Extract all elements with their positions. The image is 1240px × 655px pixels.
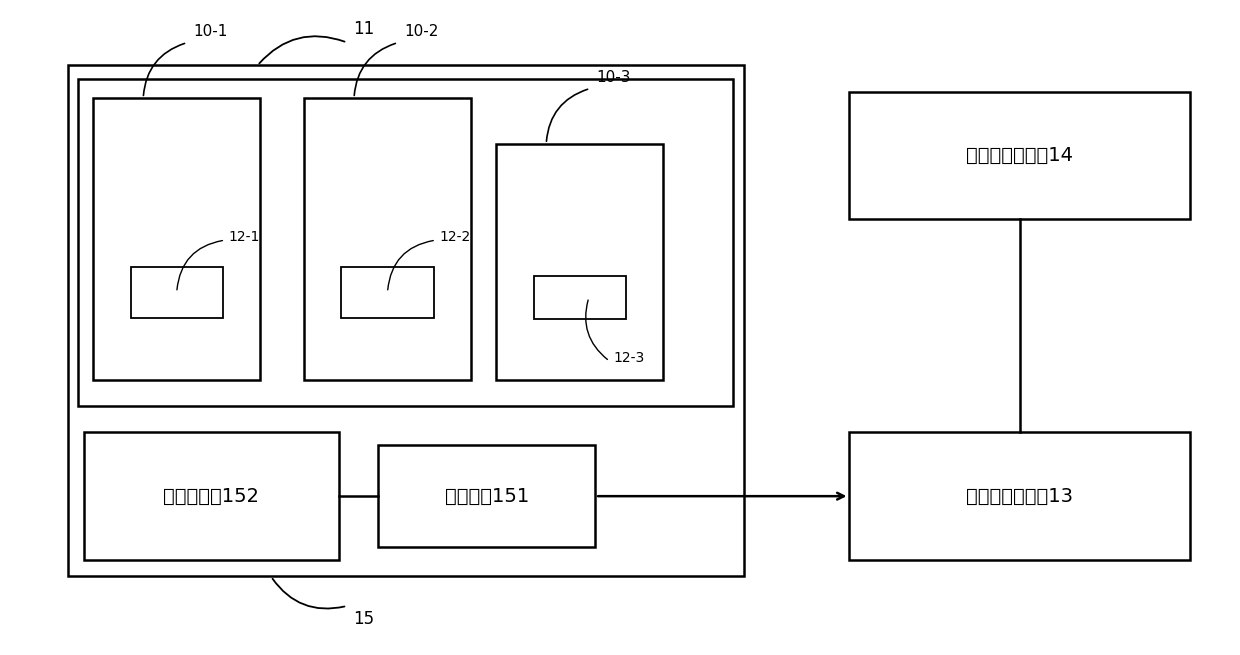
Text: 冷链管理客户端14: 冷链管理客户端14 xyxy=(966,146,1074,165)
Bar xyxy=(378,445,595,547)
Text: 12-1: 12-1 xyxy=(229,230,260,244)
Text: 15: 15 xyxy=(353,610,374,628)
Text: 10-1: 10-1 xyxy=(193,24,228,39)
Text: 冷链云管理平台13: 冷链云管理平台13 xyxy=(966,487,1074,506)
Bar xyxy=(93,98,260,380)
Bar xyxy=(84,432,339,560)
Bar xyxy=(304,98,471,380)
Bar xyxy=(68,66,744,576)
Bar xyxy=(130,267,223,318)
Bar xyxy=(78,79,733,406)
Bar xyxy=(533,276,626,318)
Text: 12-2: 12-2 xyxy=(440,230,471,244)
Bar xyxy=(849,432,1190,560)
Text: 通信模块151: 通信模块151 xyxy=(445,487,528,506)
Text: 11: 11 xyxy=(353,20,374,39)
Text: 10-3: 10-3 xyxy=(596,70,631,85)
Bar xyxy=(341,267,434,318)
Bar xyxy=(849,92,1190,219)
Bar xyxy=(496,144,663,380)
Text: 10-2: 10-2 xyxy=(404,24,439,39)
Text: 12-3: 12-3 xyxy=(614,351,645,365)
Text: 压力传感器152: 压力传感器152 xyxy=(164,487,259,506)
